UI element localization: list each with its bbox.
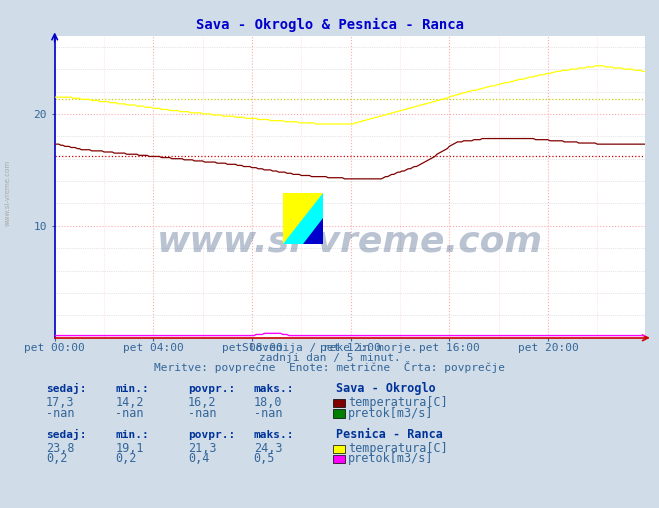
Polygon shape bbox=[283, 193, 323, 244]
Text: povpr.:: povpr.: bbox=[188, 430, 235, 440]
Text: Pesnica - Ranca: Pesnica - Ranca bbox=[336, 428, 443, 441]
Text: -nan: -nan bbox=[115, 406, 144, 420]
Text: -nan: -nan bbox=[254, 406, 282, 420]
Text: 0,2: 0,2 bbox=[46, 452, 67, 465]
Text: -nan: -nan bbox=[188, 406, 216, 420]
Text: Meritve: povprečne  Enote: metrične  Črta: povprečje: Meritve: povprečne Enote: metrične Črta:… bbox=[154, 361, 505, 373]
Text: 0,4: 0,4 bbox=[188, 452, 209, 465]
Polygon shape bbox=[283, 193, 323, 244]
Text: sedaj:: sedaj: bbox=[46, 429, 86, 440]
Polygon shape bbox=[303, 218, 323, 244]
Text: pretok[m3/s]: pretok[m3/s] bbox=[348, 452, 434, 465]
Text: Sava - Okroglo: Sava - Okroglo bbox=[336, 382, 436, 395]
Text: www.si-vreme.com: www.si-vreme.com bbox=[5, 160, 11, 226]
Text: 0,5: 0,5 bbox=[254, 452, 275, 465]
Text: zadnji dan / 5 minut.: zadnji dan / 5 minut. bbox=[258, 353, 401, 363]
Text: min.:: min.: bbox=[115, 430, 149, 440]
Text: min.:: min.: bbox=[115, 384, 149, 394]
Text: pretok[m3/s]: pretok[m3/s] bbox=[348, 406, 434, 420]
Text: sedaj:: sedaj: bbox=[46, 383, 86, 394]
Text: 18,0: 18,0 bbox=[254, 396, 282, 409]
Text: Sava - Okroglo & Pesnica - Ranca: Sava - Okroglo & Pesnica - Ranca bbox=[196, 18, 463, 32]
Text: temperatura[C]: temperatura[C] bbox=[348, 396, 447, 409]
Text: www.si-vreme.com: www.si-vreme.com bbox=[157, 224, 542, 258]
Text: 16,2: 16,2 bbox=[188, 396, 216, 409]
Text: 17,3: 17,3 bbox=[46, 396, 74, 409]
Text: 24,3: 24,3 bbox=[254, 442, 282, 455]
Text: 23,8: 23,8 bbox=[46, 442, 74, 455]
Text: Slovenija / reke in morje.: Slovenija / reke in morje. bbox=[242, 342, 417, 353]
Text: temperatura[C]: temperatura[C] bbox=[348, 442, 447, 455]
Text: 0,2: 0,2 bbox=[115, 452, 136, 465]
Text: 19,1: 19,1 bbox=[115, 442, 144, 455]
Text: maks.:: maks.: bbox=[254, 384, 294, 394]
Text: povpr.:: povpr.: bbox=[188, 384, 235, 394]
Text: 14,2: 14,2 bbox=[115, 396, 144, 409]
Text: 21,3: 21,3 bbox=[188, 442, 216, 455]
Text: -nan: -nan bbox=[46, 406, 74, 420]
Text: maks.:: maks.: bbox=[254, 430, 294, 440]
